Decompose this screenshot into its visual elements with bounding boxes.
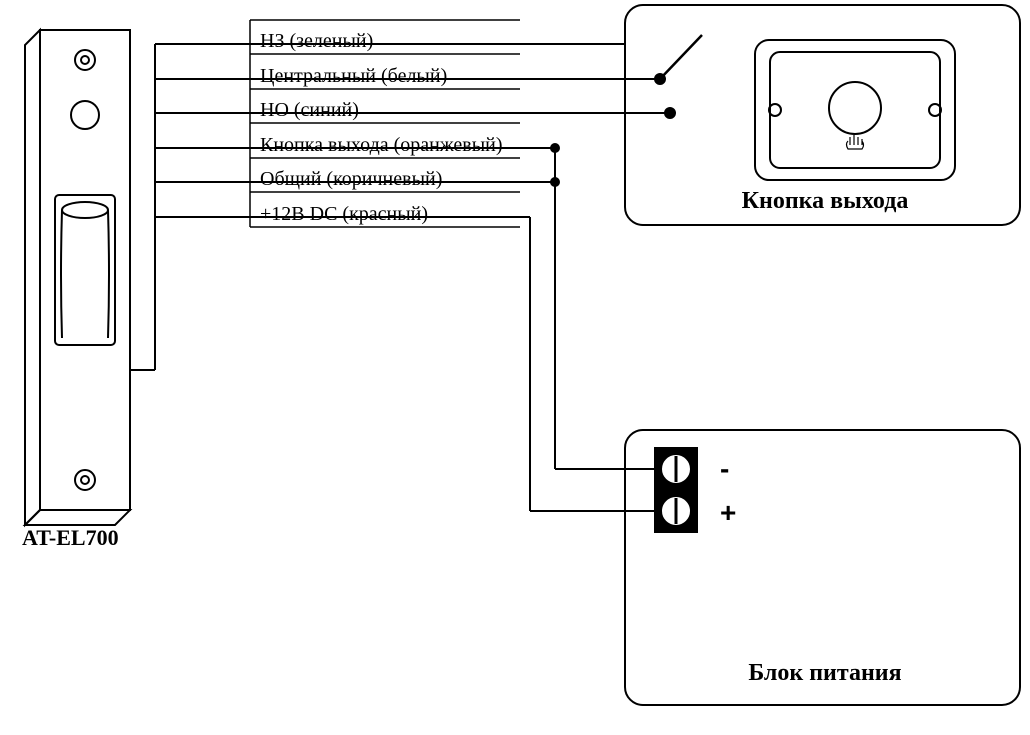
lock-device xyxy=(25,30,155,525)
device-label: AT-EL700 xyxy=(22,525,119,550)
push-button-icon xyxy=(829,82,881,134)
push-button-panel xyxy=(755,40,955,180)
psu-label: Блок питания xyxy=(748,660,901,686)
wire-label-nz: НЗ (зеленый) xyxy=(260,30,373,52)
wire-label-exit: Кнопка выхода (оранжевый) xyxy=(260,134,503,156)
wiring-diagram: AT-EL700 НЗ (зеленый) Центральный (белый)… xyxy=(0,0,1030,735)
wire-label-no: НО (синий) xyxy=(260,99,359,121)
switch-symbol xyxy=(655,35,702,118)
psu-minus-sign: - xyxy=(720,453,729,484)
psu-plus-sign: + xyxy=(720,497,736,528)
wire-label-center: Центральный (белый) xyxy=(260,65,447,87)
psu-terminal-block xyxy=(655,448,697,532)
hand-icon xyxy=(847,135,864,149)
wire-label-gnd: Общий (коричневый) xyxy=(260,168,442,190)
drop-wires xyxy=(530,148,655,511)
exit-button-label: Кнопка выхода xyxy=(742,188,909,214)
wire-table: НЗ (зеленый) Центральный (белый) НО (синий… xyxy=(155,20,675,227)
wire-label-pwr: +12В DC (красный) xyxy=(260,203,428,225)
